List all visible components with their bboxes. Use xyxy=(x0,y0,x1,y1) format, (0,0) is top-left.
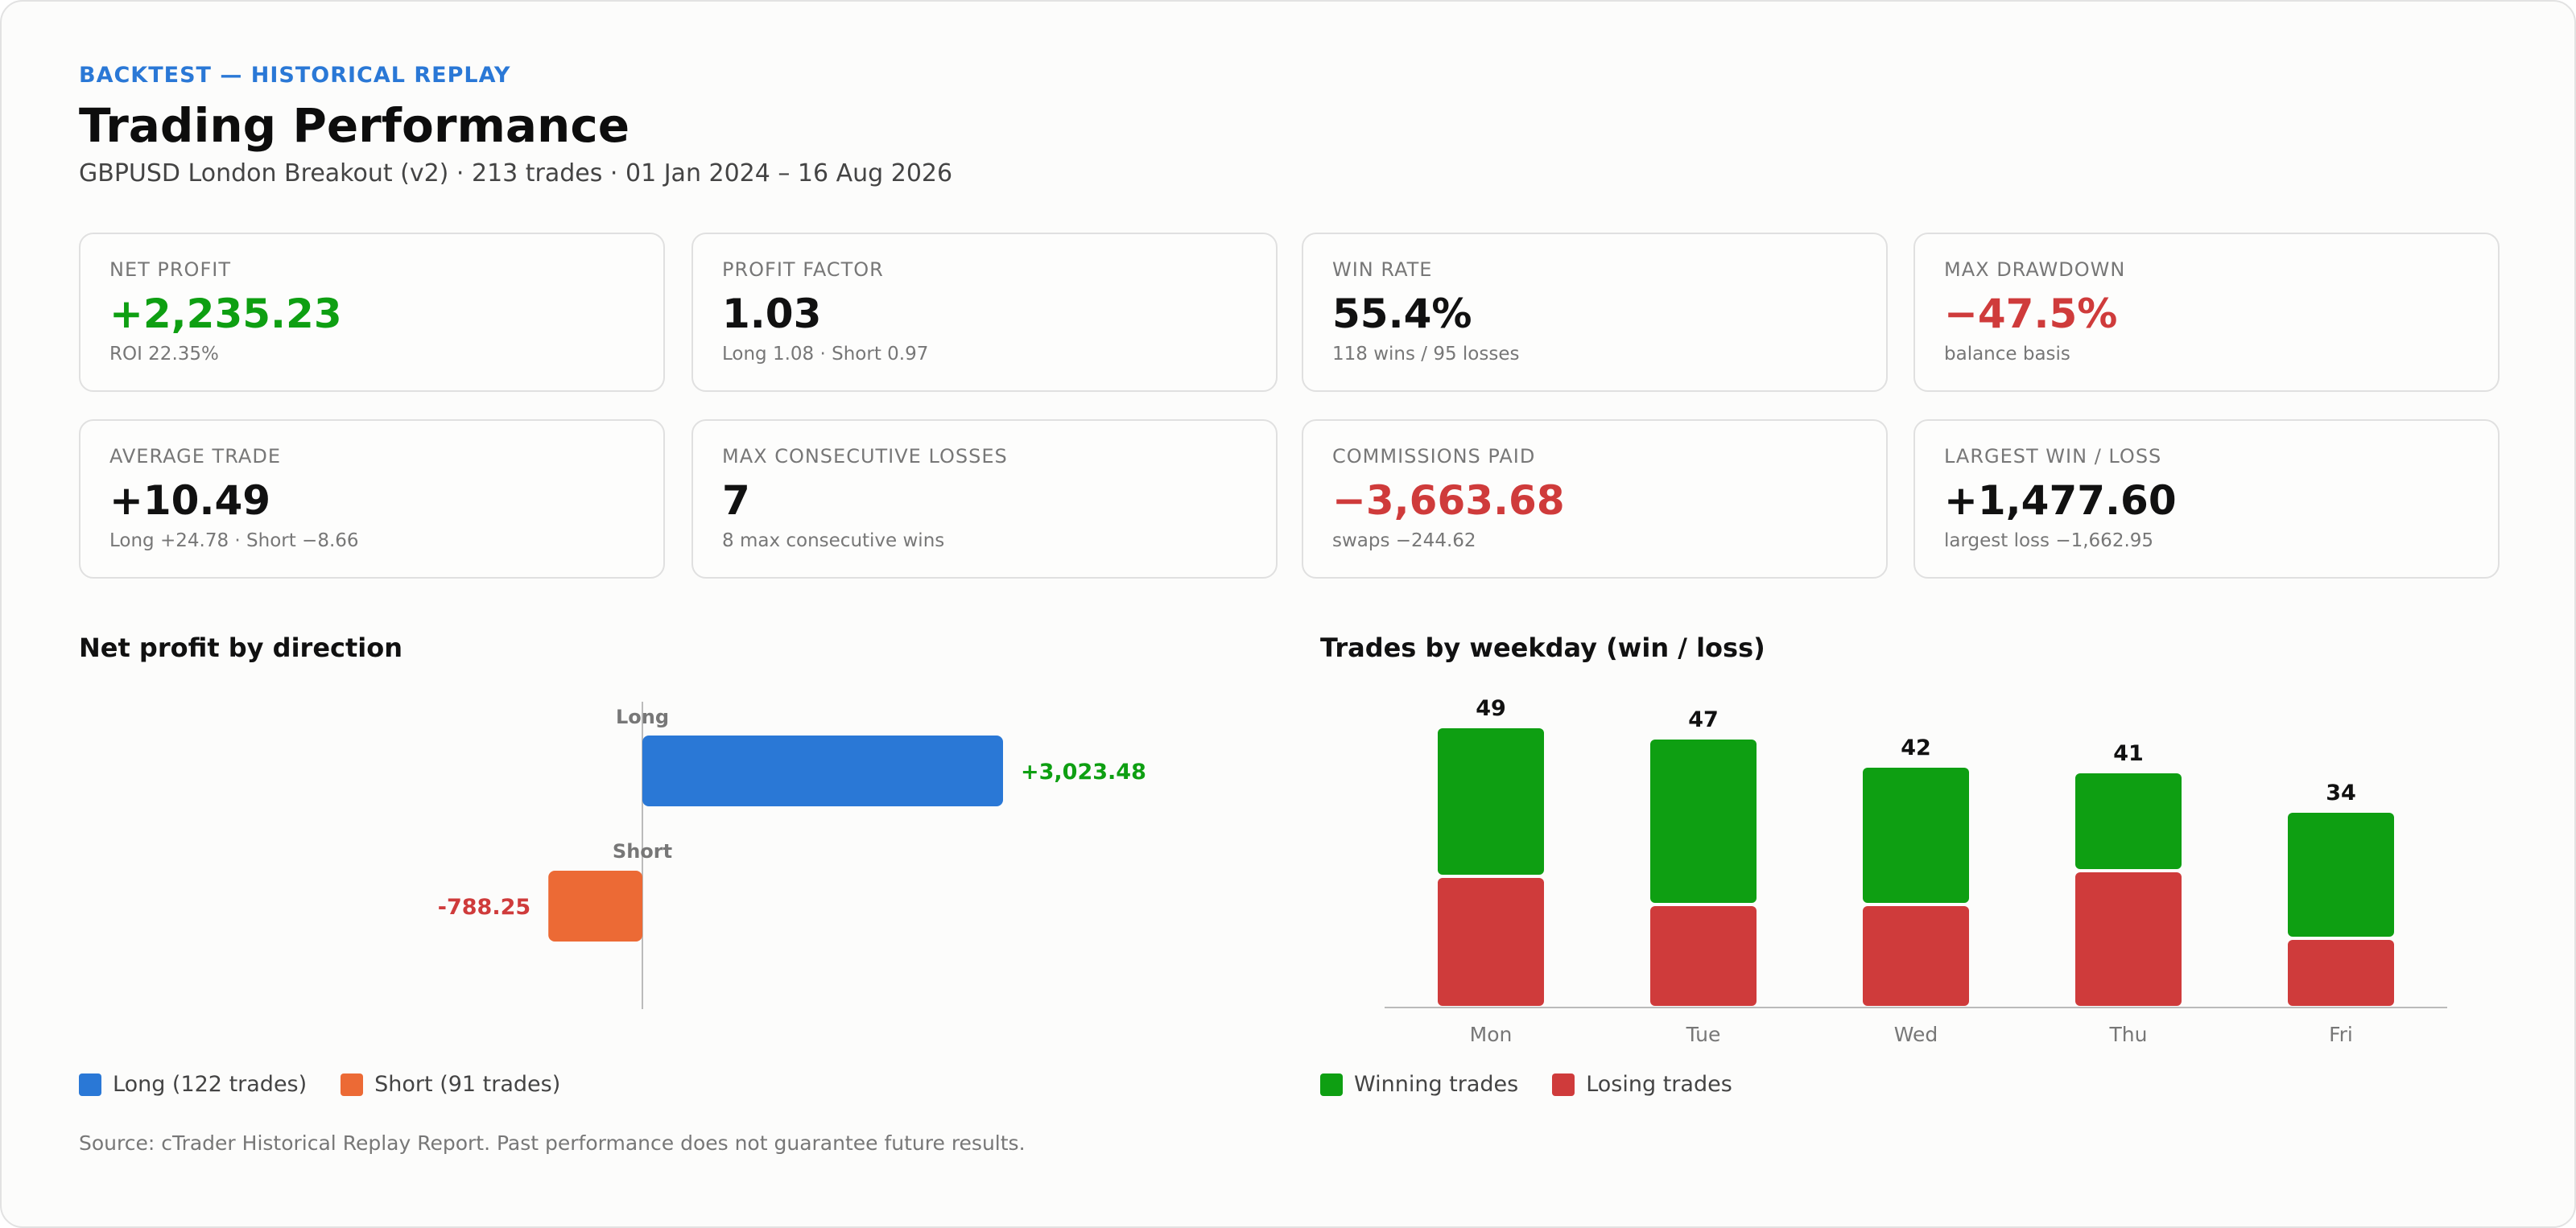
kpi-sub: largest loss −1,662.95 xyxy=(1944,530,2154,551)
category-label-long: Long xyxy=(616,706,669,728)
bar-loss-mon xyxy=(1438,878,1544,1006)
value-label-long: +3,023.48 xyxy=(1021,760,1146,785)
total-label-tue: 47 xyxy=(1688,707,1719,732)
total-label-fri: 34 xyxy=(2326,781,2356,806)
legend-swatch-short xyxy=(341,1073,364,1096)
kpi-value: 55.4% xyxy=(1332,291,1472,337)
kpi-value: 1.03 xyxy=(722,291,822,337)
legend-swatch-long xyxy=(79,1073,101,1096)
category-label-short: Short xyxy=(613,840,672,863)
tick-label-thu: Thu xyxy=(2109,1023,2148,1046)
legend-item-short: Short (91 trades) xyxy=(341,1072,560,1097)
tick-label-mon: Mon xyxy=(1470,1023,1513,1046)
kpi-sub: balance basis xyxy=(1944,344,2070,365)
kpi-label: PROFIT FACTOR xyxy=(722,258,884,281)
weekday-legend: Winning trades Losing trades xyxy=(1320,1072,1750,1097)
tick-label-wed: Wed xyxy=(1894,1023,1938,1046)
total-label-mon: 49 xyxy=(1476,696,1506,721)
total-label-thu: 41 xyxy=(2113,741,2144,766)
kpi-label: NET PROFIT xyxy=(109,258,231,281)
legend-swatch-winning xyxy=(1320,1073,1343,1096)
bar-short xyxy=(548,871,642,942)
kpi-profit-factor: PROFIT FACTOR 1.03 Long 1.08 · Short 0.9… xyxy=(691,233,1278,392)
tick-label-tue: Tue xyxy=(1686,1023,1721,1046)
page-title: Trading Performance xyxy=(79,98,630,153)
bar-loss-wed xyxy=(1863,906,1969,1006)
kpi-label: WIN RATE xyxy=(1332,258,1433,281)
tick-label-fri: Fri xyxy=(2329,1023,2353,1046)
kpi-label: LARGEST WIN / LOSS xyxy=(1944,445,2162,468)
kpi-sub: Long +24.78 · Short −8.66 xyxy=(109,530,359,551)
kpi-win-rate: WIN RATE 55.4% 118 wins / 95 losses xyxy=(1302,233,1888,392)
kpi-label: MAX CONSECUTIVE LOSSES xyxy=(722,445,1008,468)
kpi-label: AVERAGE TRADE xyxy=(109,445,281,468)
kpi-value: +1,477.60 xyxy=(1944,477,2177,524)
kpi-value: +2,235.23 xyxy=(109,291,342,337)
kpi-value: 7 xyxy=(722,477,750,524)
kpi-value: +10.49 xyxy=(109,477,271,524)
kpi-sub: swaps −244.62 xyxy=(1332,530,1476,551)
bar-win-fri xyxy=(2288,813,2394,937)
legend-label-losing: Losing trades xyxy=(1586,1072,1732,1097)
direction-chart-title: Net profit by direction xyxy=(79,633,403,663)
bar-win-thu xyxy=(2075,773,2182,869)
kpi-commissions-paid: COMMISSIONS PAID −3,663.68 swaps −244.62 xyxy=(1302,419,1888,579)
total-label-wed: 42 xyxy=(1901,736,1931,760)
bar-long xyxy=(642,736,1003,806)
legend-item-losing: Losing trades xyxy=(1552,1072,1732,1097)
bar-win-wed xyxy=(1863,768,1969,903)
kpi-sub: 118 wins / 95 losses xyxy=(1332,344,1520,365)
weekday-chart-title: Trades by weekday (win / loss) xyxy=(1320,633,1765,663)
weekday-chart: 49 Mon 47 Tue 42 Wed 41 Thu 34 Fri xyxy=(1385,696,2447,1046)
legend-swatch-losing xyxy=(1552,1073,1575,1096)
value-label-short: -788.25 xyxy=(438,895,530,920)
kpi-label: MAX DRAWDOWN xyxy=(1944,258,2126,281)
kpi-value: −3,663.68 xyxy=(1332,477,1565,524)
legend-item-long: Long (122 trades) xyxy=(79,1072,307,1097)
bar-win-tue xyxy=(1650,740,1757,903)
kpi-sub: ROI 22.35% xyxy=(109,344,219,365)
legend-label-long: Long (122 trades) xyxy=(113,1072,308,1097)
page-subtitle: GBPUSD London Breakout (v2) · 213 trades… xyxy=(79,159,953,187)
kpi-max-drawdown: MAX DRAWDOWN −47.5% balance basis xyxy=(1913,233,2500,392)
direction-legend: Long (122 trades) Short (91 trades) xyxy=(79,1072,578,1097)
kpi-max-consecutive-losses: MAX CONSECUTIVE LOSSES 7 8 max consecuti… xyxy=(691,419,1278,579)
source-note: Source: cTrader Historical Replay Report… xyxy=(79,1131,1026,1155)
kpi-average-trade: AVERAGE TRADE +10.49 Long +24.78 · Short… xyxy=(79,419,665,579)
kpi-sub: Long 1.08 · Short 0.97 xyxy=(722,344,929,365)
bar-win-mon xyxy=(1438,728,1544,875)
legend-label-winning: Winning trades xyxy=(1354,1072,1519,1097)
kpi-label: COMMISSIONS PAID xyxy=(1332,445,1536,468)
bar-loss-tue xyxy=(1650,906,1757,1006)
bar-loss-thu xyxy=(2075,872,2182,1006)
kpi-sub: 8 max consecutive wins xyxy=(722,530,945,551)
kpi-value: −47.5% xyxy=(1944,291,2118,337)
kpi-net-profit: NET PROFIT +2,235.23 ROI 22.35% xyxy=(79,233,665,392)
kpi-largest-win-loss: LARGEST WIN / LOSS +1,477.60 largest los… xyxy=(1913,419,2500,579)
direction-chart: Long +3,023.48 Short -788.25 xyxy=(438,702,1146,1009)
legend-item-winning: Winning trades xyxy=(1320,1072,1518,1097)
bar-loss-fri xyxy=(2288,940,2394,1006)
legend-label-short: Short (91 trades) xyxy=(374,1072,561,1097)
report-eyebrow: BACKTEST — HISTORICAL REPLAY xyxy=(79,63,511,88)
